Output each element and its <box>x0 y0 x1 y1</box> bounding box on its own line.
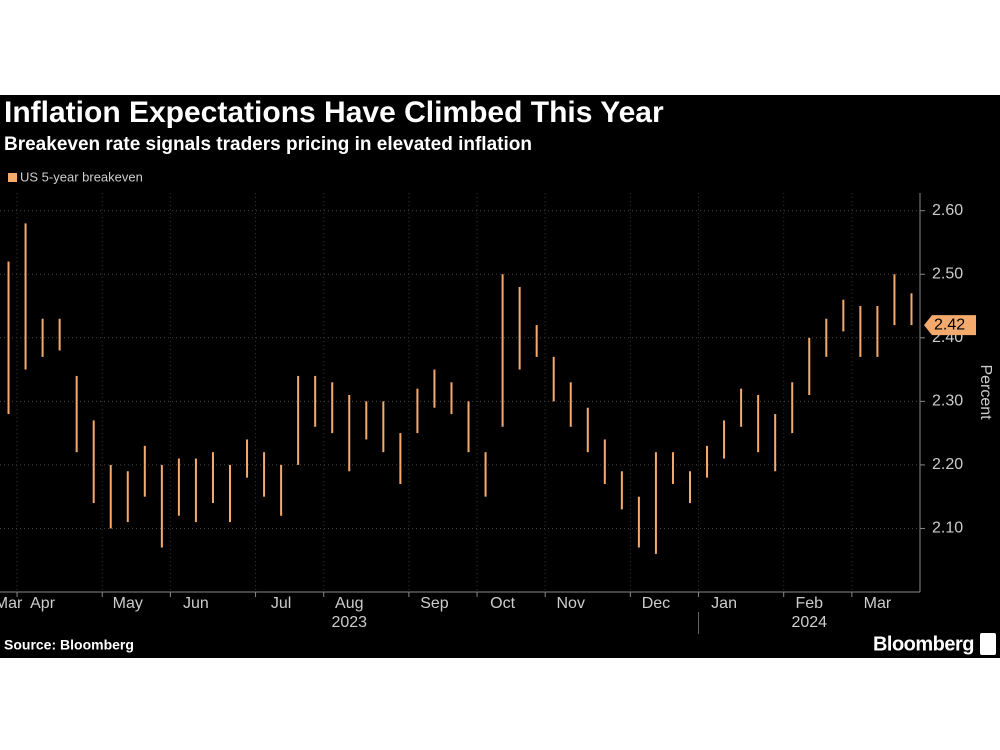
y-tick-label: 2.60 <box>932 202 963 219</box>
range-bar <box>723 420 726 459</box>
range-bar <box>58 318 61 351</box>
range-bar <box>603 439 606 484</box>
last-value-tag <box>924 315 976 336</box>
range-bar <box>552 356 555 402</box>
range-bar <box>314 375 317 427</box>
range-bar <box>246 439 249 478</box>
range-bar <box>501 274 504 427</box>
range-bar <box>280 464 283 516</box>
range-bar <box>75 375 78 453</box>
range-bar <box>518 286 521 370</box>
y-tick-label: 2.30 <box>932 393 963 410</box>
range-bar <box>331 382 334 434</box>
range-bar <box>365 401 368 440</box>
range-bar <box>348 395 351 472</box>
range-bar <box>433 369 436 408</box>
range-bar <box>859 306 862 357</box>
x-tick-label: Nov <box>557 595 585 612</box>
range-bar <box>620 471 623 510</box>
brand-logo <box>980 633 996 655</box>
background <box>0 95 1000 658</box>
x-tick-label: May <box>113 595 143 612</box>
year-label: 2024 <box>791 614 827 631</box>
range-bar <box>842 299 845 332</box>
x-tick-label: Sep <box>420 595 449 612</box>
range-bar <box>808 337 811 395</box>
range-bar <box>297 375 300 465</box>
range-bar <box>791 382 794 434</box>
range-bar <box>671 452 674 484</box>
range-bar <box>177 458 180 516</box>
range-bar <box>416 388 419 434</box>
range-bar <box>160 464 163 548</box>
range-bar <box>637 496 640 548</box>
y-tick-label: 2.10 <box>932 520 963 537</box>
x-tick-label: Feb <box>795 595 823 612</box>
x-tick-label: Aug <box>335 595 363 612</box>
range-bar <box>706 445 709 478</box>
range-bar <box>910 293 913 326</box>
legend-swatch <box>8 173 17 182</box>
chart-title: Inflation Expectations Have Climbed This… <box>4 96 664 129</box>
range-bar <box>92 420 95 504</box>
range-bar <box>41 318 44 357</box>
range-bar <box>194 458 197 523</box>
range-bar <box>586 407 589 453</box>
range-bar <box>757 395 760 453</box>
range-bar <box>876 306 879 357</box>
range-bar <box>382 401 385 453</box>
range-bar <box>109 464 112 529</box>
range-bar <box>263 452 266 497</box>
range-bar <box>654 452 657 554</box>
range-bar <box>484 452 487 497</box>
x-tick-label: Mar <box>864 595 892 612</box>
range-bar <box>569 382 572 427</box>
range-bar <box>467 401 470 453</box>
range-bar <box>229 464 231 523</box>
x-tick-label: Dec <box>642 595 670 612</box>
range-bar <box>399 433 402 484</box>
range-bar <box>143 445 146 497</box>
legend-label: US 5-year breakeven <box>20 169 143 184</box>
range-bar <box>7 261 10 415</box>
range-bar <box>893 274 896 326</box>
range-bar <box>535 325 538 357</box>
range-bar <box>126 471 129 523</box>
range-bar <box>211 452 214 504</box>
range-bar <box>450 382 453 415</box>
brand: Bloomberg <box>873 633 974 655</box>
last-value-label: 2.42 <box>934 316 965 333</box>
x-tick-label: Oct <box>490 595 515 612</box>
x-tick-label: Jan <box>711 595 737 612</box>
x-tick-label: Mar <box>0 595 23 612</box>
x-tick-label: Apr <box>30 595 56 612</box>
chart-subtitle: Breakeven rate signals traders pricing i… <box>4 134 532 155</box>
y-tick-label: 2.50 <box>932 265 963 282</box>
y-tick-label: 2.20 <box>932 456 963 473</box>
source: Source: Bloomberg <box>4 637 134 653</box>
range-bar <box>689 471 691 504</box>
range-bar <box>774 414 777 472</box>
x-tick-label: Jul <box>271 595 291 612</box>
range-bar <box>740 388 743 427</box>
range-bar <box>825 318 828 357</box>
y-axis-label: Percent <box>977 364 994 420</box>
year-label: 2023 <box>331 614 367 631</box>
x-tick-label: Jun <box>183 595 209 612</box>
range-bar <box>24 223 27 370</box>
